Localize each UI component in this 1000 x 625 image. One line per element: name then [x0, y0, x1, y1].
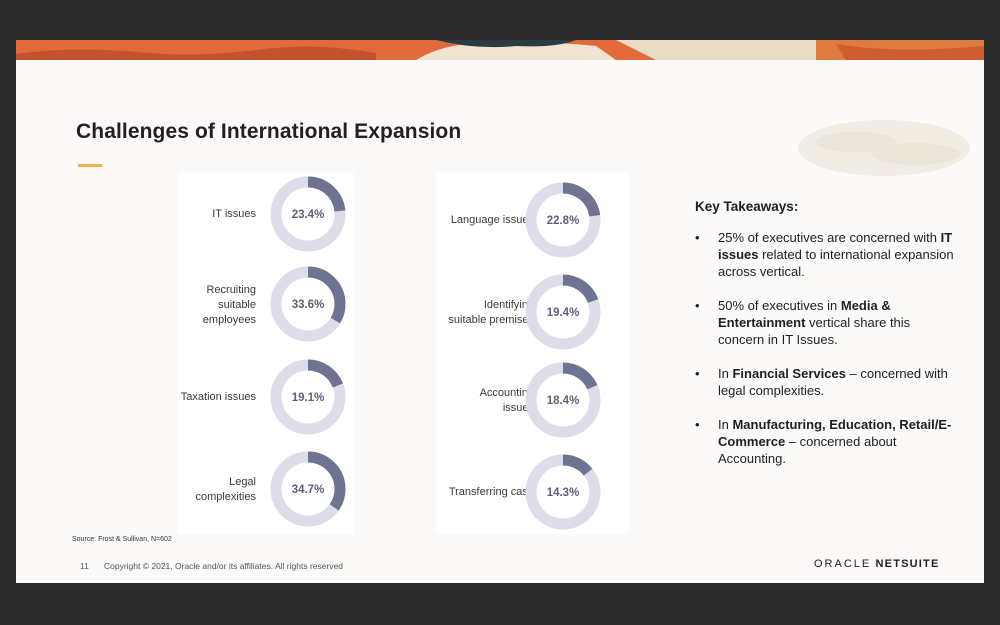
oracle-netsuite-logo: ORACLE NETSUITE	[814, 558, 940, 570]
takeaway-item: • 50% of executives in Media & Entertain…	[695, 298, 911, 347]
donut-chart: 18.4%	[525, 362, 601, 438]
takeaways-list: • 25% of executives are concerned with I…	[695, 229, 955, 467]
donut-chart: 22.8%	[525, 182, 601, 258]
donut-chart: 19.1%	[270, 359, 346, 435]
source-note: Source: Frost & Sullivan, N=602	[72, 536, 172, 543]
donut-value-label: 34.7%	[292, 484, 325, 496]
donut-chart: 14.3%	[525, 454, 601, 530]
takeaway-item: • In Manufacturing, Education, Retail/E-…	[695, 417, 952, 466]
bullet-icon: •	[695, 298, 700, 313]
title-accent-line	[78, 164, 102, 167]
chart-category-label: Recruiting suitable employees	[202, 284, 256, 326]
takeaway-item: • In Financial Services – concerned with…	[695, 366, 948, 398]
donut-value-label: 22.8%	[547, 215, 580, 227]
donut-chart: 34.7%	[270, 451, 346, 527]
donut-slice	[270, 176, 346, 252]
donut-value-label: 14.3%	[547, 487, 580, 499]
chart-category-label: Language issues	[450, 214, 534, 226]
donut-value-label: 19.1%	[292, 392, 325, 404]
bullet-icon: •	[695, 230, 700, 245]
donut-chart: 23.4%	[270, 176, 346, 252]
donut-value-label: 23.4%	[292, 209, 325, 221]
decorative-banner	[16, 40, 984, 60]
chart-category-label: Legal complexities	[195, 476, 256, 503]
donut-slice	[525, 362, 601, 438]
donut-value-label: 18.4%	[547, 395, 580, 407]
donut-chart: 33.6%	[270, 266, 346, 342]
slide: Challenges of International Expansion IT…	[16, 40, 984, 583]
key-takeaways: Key Takeaways: • 25% of executives are c…	[695, 198, 955, 484]
chart-category-label: Accounting issues	[479, 387, 534, 414]
brand-netsuite: NETSUITE	[875, 558, 940, 570]
donut-slice	[270, 451, 346, 527]
donut-chart: 19.4%	[525, 274, 601, 350]
bullet-icon: •	[695, 366, 700, 381]
donut-value-label: 19.4%	[547, 307, 580, 319]
donut-slice	[525, 182, 601, 258]
donut-slice	[270, 266, 346, 342]
brand-oracle: ORACLE	[814, 558, 872, 570]
donut-value-label: 33.6%	[292, 299, 325, 311]
chart-panel-left	[178, 172, 354, 534]
donut-slice	[525, 454, 601, 530]
chart-category-label: Identifying suitable premises	[448, 299, 534, 326]
page-title: Challenges of International Expansion	[76, 120, 462, 143]
bullet-icon: •	[695, 417, 700, 432]
takeaways-heading: Key Takeaways:	[695, 199, 799, 214]
chart-category-label: Transferring cash	[448, 486, 534, 498]
copyright-text: Copyright © 2021, Oracle and/or its affi…	[104, 561, 344, 571]
takeaway-item: • 25% of executives are concerned with I…	[695, 230, 954, 279]
chart-category-label: IT issues	[212, 208, 256, 220]
chart-category-label: Taxation issues	[180, 391, 256, 403]
page-number: 11	[80, 561, 89, 571]
donut-slice	[270, 359, 346, 435]
donut-slice	[525, 274, 601, 350]
decorative-leaf-pattern	[798, 120, 970, 176]
